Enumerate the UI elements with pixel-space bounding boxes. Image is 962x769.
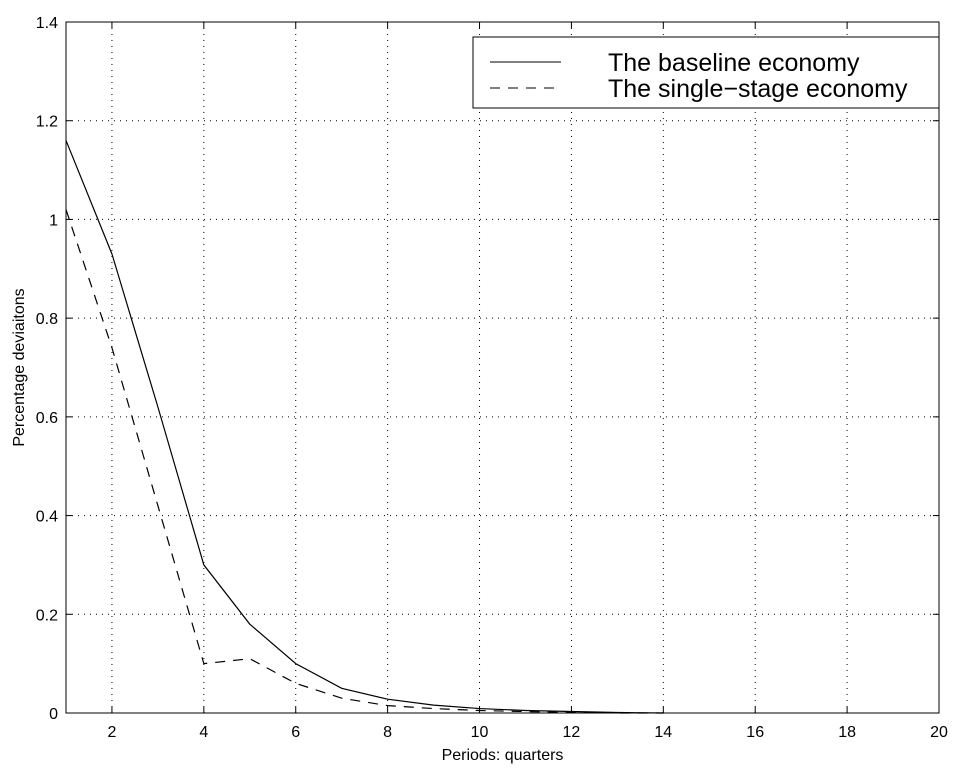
x-tick-label: 14	[654, 724, 672, 741]
y-axis-label: Percentage deviaitons	[11, 288, 28, 446]
y-tick-label: 1	[49, 212, 58, 229]
x-tick-label: 20	[930, 724, 948, 741]
y-tick-label: 0.6	[36, 410, 58, 427]
y-tick-label: 1.2	[36, 114, 58, 131]
y-tick-label: 1.4	[36, 15, 58, 32]
y-tick-label: 0.8	[36, 311, 58, 328]
legend: The baseline economy The single−stage ec…	[473, 37, 939, 108]
x-tick-label: 12	[563, 724, 581, 741]
x-tick-label: 2	[107, 724, 116, 741]
x-tick-label: 16	[746, 724, 764, 741]
y-tick-label: 0.2	[36, 607, 58, 624]
x-tick-label: 8	[383, 724, 392, 741]
x-tick-label: 6	[291, 724, 300, 741]
x-tick-label: 18	[838, 724, 856, 741]
x-axis-label: Periods: quarters	[442, 747, 564, 764]
x-tick-label: 4	[199, 724, 208, 741]
legend-label-baseline: The baseline economy	[608, 49, 860, 77]
x-tick-label: 10	[471, 724, 489, 741]
y-tick-label: 0	[49, 706, 58, 723]
legend-label-single-stage: The single−stage economy	[608, 75, 908, 103]
y-tick-label: 0.4	[36, 509, 58, 526]
